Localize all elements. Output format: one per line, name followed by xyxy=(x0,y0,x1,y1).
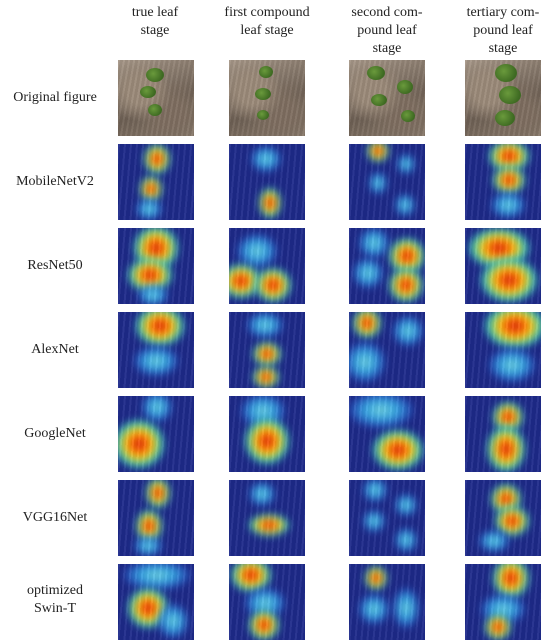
header-line: pound leaf xyxy=(357,23,417,38)
original-image-first-compound xyxy=(229,60,305,136)
header-line: stage xyxy=(488,41,518,56)
heatmap-vgg16net-second-compound xyxy=(349,480,425,556)
row-label-googlenet: GoogleNet xyxy=(0,425,110,443)
row-label-line: AlexNet xyxy=(31,342,79,357)
row-label-line: Original figure xyxy=(13,90,97,105)
heatmap-alexnet-tertiary-compound xyxy=(465,312,541,388)
heatmap-googlenet-tertiary-compound xyxy=(465,396,541,472)
header-line: pound leaf xyxy=(473,23,533,38)
row-label-line: VGG16Net xyxy=(22,510,88,525)
heatmap-alexnet-first-compound xyxy=(229,312,305,388)
heatmap-alexnet-true-leaf xyxy=(118,312,194,388)
header-line: true leaf xyxy=(131,5,179,20)
row-label-line: optimized xyxy=(27,583,83,598)
heatmap-googlenet-second-compound xyxy=(349,396,425,472)
heatmap-swin-t-tertiary-compound xyxy=(465,564,541,640)
header-line: tertiary com- xyxy=(466,5,540,20)
column-header-tertiary-compound: tertiary com- pound leaf stage xyxy=(453,4,550,58)
column-header-first-compound: first compound leaf stage xyxy=(217,4,317,40)
heatmap-resnet50-first-compound xyxy=(229,228,305,304)
row-label-line: Swin-T xyxy=(34,601,76,616)
row-label-original: Original figure xyxy=(0,89,110,107)
heatmap-vgg16net-true-leaf xyxy=(118,480,194,556)
row-label-line: ResNet50 xyxy=(27,258,83,273)
row-label-optimized-swin-t: optimized Swin-T xyxy=(0,582,110,618)
header-line: stage xyxy=(140,23,170,38)
row-label-resnet50: ResNet50 xyxy=(0,257,110,275)
original-image-tertiary-compound xyxy=(465,60,541,136)
heatmap-googlenet-true-leaf xyxy=(118,396,194,472)
heatmap-resnet50-tertiary-compound xyxy=(465,228,541,304)
row-label-line: GoogleNet xyxy=(24,426,86,441)
heatmap-swin-t-true-leaf xyxy=(118,564,194,640)
heatmap-vgg16net-first-compound xyxy=(229,480,305,556)
heatmap-resnet50-second-compound xyxy=(349,228,425,304)
column-header-true-leaf: true leaf stage xyxy=(105,4,205,40)
heatmap-vgg16net-tertiary-compound xyxy=(465,480,541,556)
heatmap-alexnet-second-compound xyxy=(349,312,425,388)
column-header-second-compound: second com- pound leaf stage xyxy=(337,4,437,58)
row-label-alexnet: AlexNet xyxy=(0,341,110,359)
original-image-second-compound xyxy=(349,60,425,136)
row-label-mobilenetv2: MobileNetV2 xyxy=(0,173,110,191)
header-line: stage xyxy=(372,41,402,56)
heatmap-googlenet-first-compound xyxy=(229,396,305,472)
heatmap-swin-t-first-compound xyxy=(229,564,305,640)
row-label-vgg16net: VGG16Net xyxy=(0,509,110,527)
heatmap-mobilenetv2-true-leaf xyxy=(118,144,194,220)
heatmap-resnet50-true-leaf xyxy=(118,228,194,304)
heatmap-mobilenetv2-second-compound xyxy=(349,144,425,220)
header-line: leaf stage xyxy=(240,23,294,38)
header-line: first compound xyxy=(224,5,310,20)
heatmap-mobilenetv2-tertiary-compound xyxy=(465,144,541,220)
row-label-line: MobileNetV2 xyxy=(16,174,94,189)
header-line: second com- xyxy=(351,5,423,20)
heatmap-mobilenetv2-first-compound xyxy=(229,144,305,220)
heatmap-swin-t-second-compound xyxy=(349,564,425,640)
original-image-true-leaf xyxy=(118,60,194,136)
